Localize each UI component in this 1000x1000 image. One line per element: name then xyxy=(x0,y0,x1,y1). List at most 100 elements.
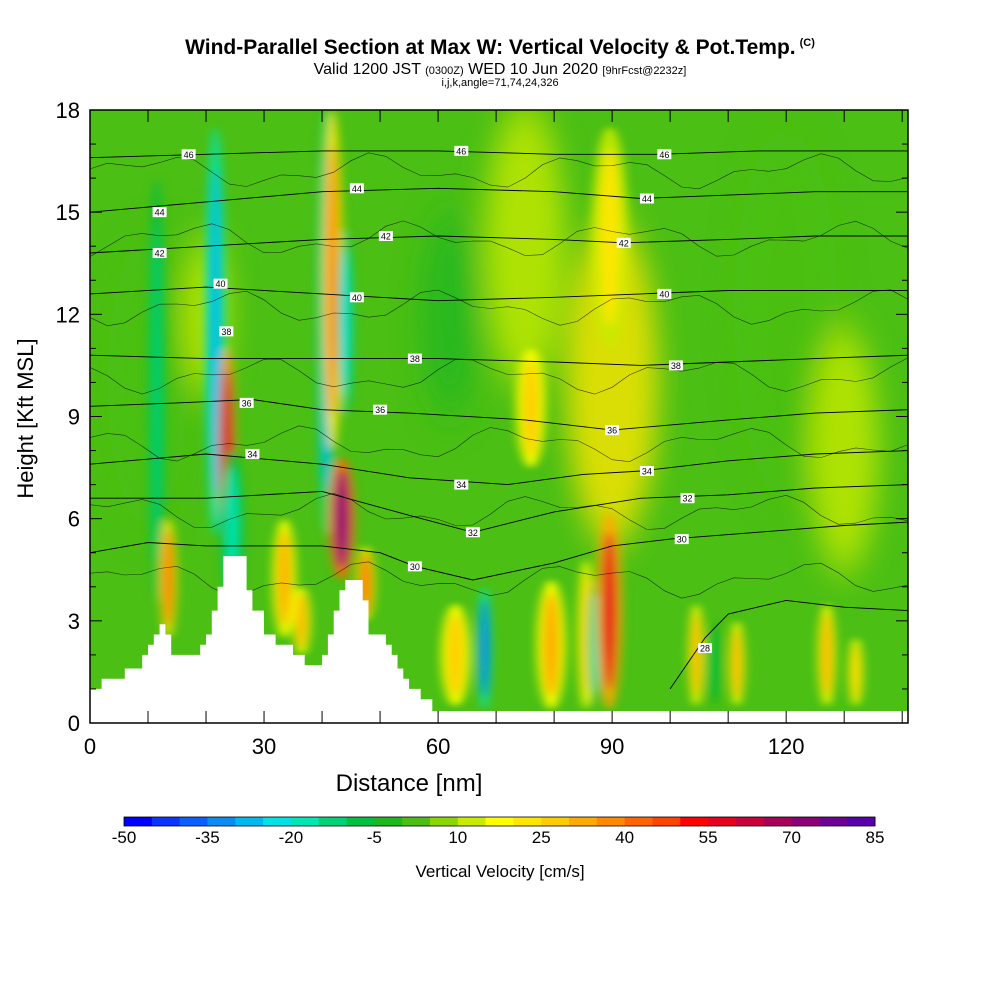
colorbar-swatch xyxy=(151,817,181,826)
w-band-core xyxy=(851,644,860,700)
isentrope-label: 42 xyxy=(155,249,165,259)
isentrope-label-box xyxy=(465,527,480,538)
plot-area: 28 30 32 34 36 38 40 42 44 46 46 46 44 44 42 42 40 40 38 38… xyxy=(90,110,908,723)
isentrope-label: 38 xyxy=(221,327,231,337)
y-tick-label: 15 xyxy=(56,200,80,225)
w-band-core xyxy=(480,599,489,698)
isentrope-label: 30 xyxy=(677,535,687,545)
isentrope-label-box xyxy=(616,237,631,248)
colorbar-swatch xyxy=(207,817,236,826)
w-band-core xyxy=(709,629,718,698)
isentrope-label: 46 xyxy=(456,146,466,156)
isentrope-label-box xyxy=(152,207,167,218)
isentrope-label: 40 xyxy=(352,293,362,303)
isentrope-label: 36 xyxy=(375,405,385,415)
isentrope-label-box xyxy=(407,561,422,572)
copyright-mark: (C) xyxy=(799,37,815,49)
colorbar-tick-label: -5 xyxy=(367,828,382,847)
x-tick-label: 90 xyxy=(600,734,624,759)
isentrope-label-box xyxy=(657,288,672,299)
isentrope-label: 40 xyxy=(659,289,669,299)
colorbar-swatch xyxy=(179,817,208,826)
colorbar-swatch xyxy=(124,817,153,826)
colorbar-swatch xyxy=(791,817,820,826)
colorbar-swatch xyxy=(680,817,709,826)
colorbar-swatch xyxy=(652,817,681,826)
isentrope-label-box xyxy=(152,248,167,259)
isentrope-label: 44 xyxy=(352,184,362,194)
w-band-core xyxy=(543,592,560,697)
colorbar-tick-label: 70 xyxy=(782,828,801,847)
indices-line: i,j,k,angle=71,74,24,326 xyxy=(441,77,559,89)
w-band-core xyxy=(732,629,742,698)
w-band-core xyxy=(334,469,349,568)
isentropes xyxy=(90,150,908,690)
isentrope-label-box xyxy=(454,145,469,156)
chart-title: Wind-Parallel Section at Max W: Vertical… xyxy=(0,36,1000,60)
isentrope-line xyxy=(90,354,908,366)
isentrope-label-box xyxy=(657,149,672,160)
isentrope-label: 28 xyxy=(700,644,710,654)
isentrope-label-box xyxy=(181,149,196,160)
field-patch xyxy=(565,218,659,546)
w-band-core xyxy=(360,553,371,614)
isentrope-label-box xyxy=(213,278,228,289)
isentrope-line xyxy=(90,220,908,257)
w-band-core xyxy=(296,593,307,649)
isentrope-label: 42 xyxy=(381,232,391,242)
utc-time: (0300Z) xyxy=(425,65,464,77)
colorbar-tick-label: 40 xyxy=(615,828,634,847)
w-band-core xyxy=(599,149,621,327)
isentrope-line xyxy=(90,152,908,190)
w-band-core xyxy=(209,167,221,495)
isentrope-label-box xyxy=(454,479,469,490)
valid-date: WED 10 Jun 2020 xyxy=(468,61,598,78)
w-band-core xyxy=(447,614,464,696)
isentrope-label-box xyxy=(239,397,254,408)
isentrope-line xyxy=(90,484,908,533)
field-patch xyxy=(107,239,189,526)
isentrope-label: 44 xyxy=(155,208,165,218)
isentrope-label: 34 xyxy=(247,449,257,459)
isentrope-label: 38 xyxy=(410,354,420,364)
colorbar-swatch xyxy=(263,817,292,826)
isentrope-label-box xyxy=(219,326,234,337)
isentrope-label: 38 xyxy=(671,361,681,371)
colorbar-tick-label: 10 xyxy=(448,828,467,847)
isentrope-line xyxy=(90,235,908,254)
colorbar-swatch xyxy=(346,817,375,826)
y-tick-label: 12 xyxy=(56,302,80,327)
isentrope-label-box xyxy=(668,360,683,371)
y-tick-label: 9 xyxy=(68,405,80,430)
colorbar-swatch xyxy=(569,817,598,826)
w-band-core xyxy=(692,614,701,696)
isentrope-label-box xyxy=(407,353,422,364)
y-tick-label: 0 xyxy=(68,711,80,736)
isentrope-label-box xyxy=(245,448,260,459)
isentrope-label: 32 xyxy=(683,494,693,504)
colorbar-tick-label: 55 xyxy=(699,828,718,847)
w-band-core xyxy=(341,247,350,398)
isentrope-line xyxy=(90,357,908,395)
colorbar-swatch xyxy=(457,817,487,826)
isentrope-label: 34 xyxy=(456,480,466,490)
x-tick-label: 120 xyxy=(768,734,805,759)
isentrope-label: 46 xyxy=(659,150,669,160)
colorbar-swatch xyxy=(402,817,431,826)
isentrope-label-box xyxy=(674,534,689,545)
isentrope-label-box xyxy=(373,404,388,415)
y-tick-label: 6 xyxy=(68,507,80,532)
w-band-core xyxy=(277,530,291,626)
colorbar-tick-label: 85 xyxy=(866,828,885,847)
isentrope-line xyxy=(90,187,908,213)
isentrope-line xyxy=(90,289,908,327)
y-tick-label: 3 xyxy=(68,609,80,634)
colorbar-swatch xyxy=(596,817,626,826)
isentrope-line xyxy=(90,521,908,581)
x-tick-label: 30 xyxy=(252,734,276,759)
isentrope-line xyxy=(90,425,908,463)
y-axis-label: Height [Kft MSL] xyxy=(13,338,38,498)
isentrope-label-box xyxy=(605,425,620,436)
colorbar-swatch xyxy=(624,817,653,826)
